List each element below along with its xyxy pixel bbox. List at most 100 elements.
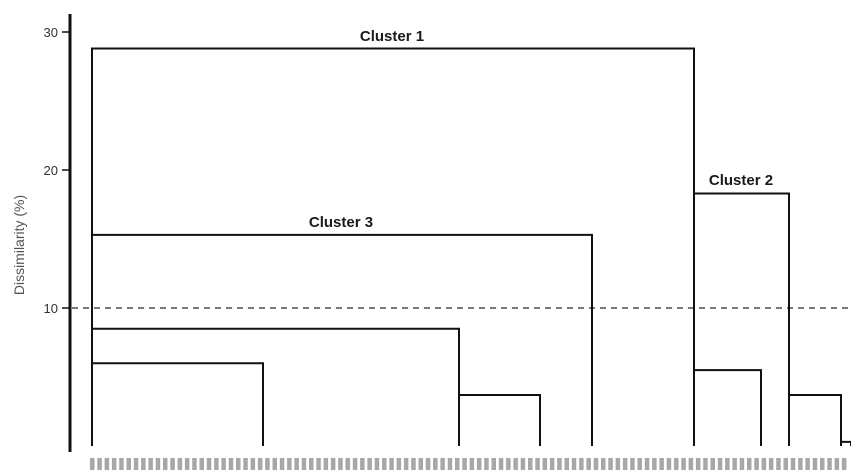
merge-cluster-2 [693, 192, 790, 446]
leaf-label-mark [345, 458, 350, 470]
leaf-label-mark [608, 458, 613, 470]
leaf-label-mark [586, 458, 591, 470]
leaf-label-mark [206, 458, 212, 470]
leaf-label-mark [754, 458, 759, 470]
merge-a [91, 327, 460, 446]
dendrogram-links [91, 47, 851, 446]
leaf-label-mark [469, 458, 475, 470]
leaf-label-mark [674, 458, 679, 470]
leaf-label-mark [528, 458, 533, 470]
leaf-label-mark [652, 458, 657, 470]
leaf-label-mark [564, 458, 569, 470]
leaf-label-mark [820, 458, 825, 470]
leaf-label-mark [644, 458, 650, 470]
leaf-label-mark [805, 458, 810, 470]
leaf-label-mark [126, 458, 131, 470]
leaf-label-mark [243, 458, 248, 470]
leaf-label-mark [542, 458, 548, 470]
leaf-label-mark [250, 458, 256, 470]
leaf-label-mark [141, 458, 146, 470]
leaf-label-mark [294, 458, 299, 470]
leaf-label-mark [257, 458, 263, 470]
cluster-2-label: Cluster 2 [709, 172, 773, 189]
leaf-label-mark [776, 458, 781, 470]
leaf-label-mark [90, 458, 95, 470]
leaf-label-mark [506, 458, 511, 470]
leaf-label-mark [739, 458, 745, 470]
leaf-label-mark [557, 458, 562, 470]
leaf-label-mark [615, 458, 621, 470]
leaf-label-mark [403, 458, 409, 470]
leaf-label-mark [666, 458, 672, 470]
leaf-label-mark [695, 458, 701, 470]
leaf-label-mark [535, 458, 540, 470]
leaf-label-mark [593, 458, 599, 470]
leaf-label-mark [520, 458, 526, 470]
merge-e [788, 393, 842, 446]
leaf-label-mark [155, 458, 161, 470]
leaf-label-mark [768, 458, 774, 470]
leaf-label-mark [681, 458, 686, 470]
leaf-label-mark [352, 458, 358, 470]
leaf-label-mark [111, 458, 117, 470]
leaf-label-mark [783, 458, 788, 470]
leaf-label-mark [834, 458, 840, 470]
merge-root [91, 47, 695, 446]
leaf-label-mark [717, 458, 723, 470]
leaf-label-mark [214, 458, 219, 470]
merge-d [693, 369, 762, 446]
leaf-label-mark [301, 458, 307, 470]
leaf-labels [90, 458, 847, 470]
leaf-label-mark [549, 458, 555, 470]
leaf-label-mark [637, 458, 642, 470]
leaf-label-mark [192, 458, 197, 470]
leaf-label-mark [330, 458, 336, 470]
leaf-label-mark [790, 458, 796, 470]
y-ticks: 10 20 30 [44, 25, 70, 316]
leaf-label-mark [374, 458, 380, 470]
leaf-label-mark [476, 458, 482, 470]
leaf-label-mark [622, 458, 628, 470]
leaf-label-mark [447, 458, 453, 470]
leaf-label-mark [236, 458, 241, 470]
leaf-label-mark [287, 458, 292, 470]
leaf-label-mark [265, 458, 270, 470]
leaf-label-mark [316, 458, 321, 470]
merge-c [458, 393, 541, 446]
leaf-label-mark [513, 458, 518, 470]
leaf-label-mark [812, 458, 818, 470]
merge-b [91, 362, 264, 446]
leaf-label-mark [732, 458, 737, 470]
leaf-label-mark [761, 458, 767, 470]
leaf-label-mark [498, 458, 504, 470]
leaf-label-mark [163, 458, 168, 470]
leaf-label-mark [601, 458, 606, 470]
leaf-label-mark [630, 458, 635, 470]
leaf-label-mark [703, 458, 708, 470]
leaf-label-mark [411, 458, 416, 470]
y-axis-title: Dissimilarity (%) [11, 195, 27, 295]
leaf-label-mark [177, 458, 183, 470]
y-tick-label-20: 20 [44, 163, 58, 178]
leaf-label-mark [221, 458, 226, 470]
leaf-label-mark [433, 458, 438, 470]
leaf-label-mark [133, 458, 139, 470]
y-tick-label-10: 10 [44, 301, 58, 316]
leaf-label-mark [338, 458, 343, 470]
leaf-label-mark [323, 458, 329, 470]
leaf-label-mark [710, 458, 715, 470]
leaf-label-mark [688, 458, 694, 470]
leaf-label-mark [119, 458, 124, 470]
leaf-label-mark [184, 458, 190, 470]
leaf-label-mark [440, 458, 445, 470]
leaf-label-mark [279, 458, 285, 470]
leaf-label-mark [418, 458, 423, 470]
leaf-label-mark [659, 458, 664, 470]
leaf-label-mark [425, 458, 431, 470]
leaf-label-mark [309, 458, 314, 470]
leaf-label-mark [571, 458, 577, 470]
leaf-label-mark [491, 458, 496, 470]
leaf-label-mark [396, 458, 402, 470]
leaf-label-mark [841, 458, 847, 470]
